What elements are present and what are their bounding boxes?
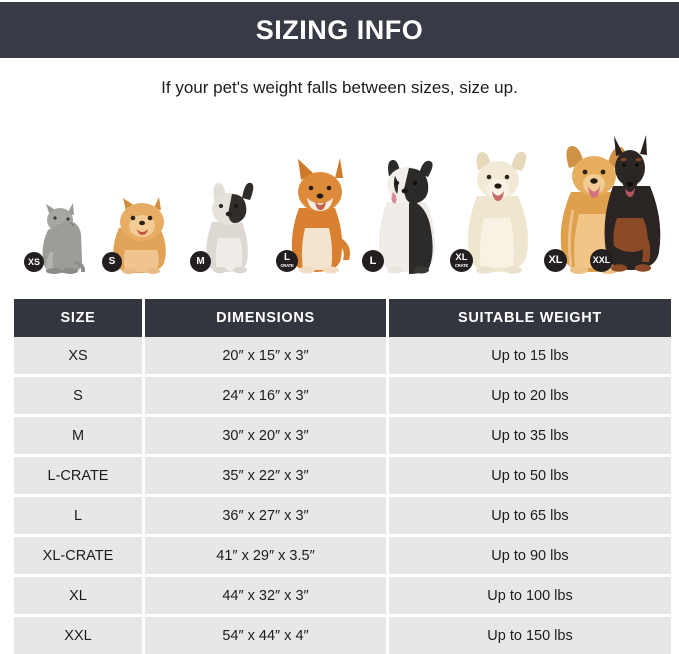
size-illustration-m: M [190,178,270,274]
size-illustration-l: L [362,152,454,274]
cell-size: S [14,377,145,417]
cell-size: L-CRATE [14,457,145,497]
cell-size: L [14,497,145,537]
badge-l-label: L [369,254,377,267]
badge-xxl-label: XXL [592,255,611,265]
badge-xl-crate-label: XL [455,252,468,264]
page-title: SIZING INFO [255,14,424,45]
dog-m-illustration [206,182,254,274]
table-row: XL 44″ x 32″ x 3″ Up to 100 lbs [14,577,671,617]
cell-weight: Up to 90 lbs [389,537,671,577]
dog-xxl-illustration [604,135,661,272]
dog-xl-crate-illustration [468,151,528,274]
badge-s-label: S [108,256,116,267]
cell-dimensions: 24″ x 16″ x 3″ [145,377,389,417]
cell-dimensions: 41″ x 29″ x 3.5″ [145,537,389,577]
badge-xl-crate-sublabel: CRATE [454,262,469,268]
cell-dimensions: 44″ x 32″ x 3″ [145,577,389,617]
cell-size: XXL [14,617,145,654]
cell-weight: Up to 65 lbs [389,497,671,537]
badge-xxl: XXL [590,249,613,272]
cell-weight: Up to 150 lbs [389,617,671,654]
dog-l-illustration [378,159,435,274]
cell-dimensions: 54″ x 44″ x 4″ [145,617,389,654]
cell-weight: Up to 35 lbs [389,417,671,457]
animal-illustration-row: XS [14,134,665,274]
table-row: L-CRATE 35″ x 22″ x 3″ Up to 50 lbs [14,457,671,497]
page-title-bar: SIZING INFO [0,2,679,58]
dog-s-illustration [113,197,166,274]
table-row: M 30″ x 20″ x 3″ Up to 35 lbs [14,417,671,457]
badge-l-crate: L CRATE [276,250,298,272]
badge-l: L [362,250,384,272]
sizing-note: If your pet's weight falls between sizes… [161,78,518,97]
cell-weight: Up to 50 lbs [389,457,671,497]
cell-weight: Up to 15 lbs [389,337,671,377]
badge-m: M [190,251,211,272]
cell-dimensions: 20″ x 15″ x 3″ [145,337,389,377]
table-row: XS 20″ x 15″ x 3″ Up to 15 lbs [14,337,671,377]
badge-xs: XS [24,252,44,272]
badge-s: S [102,252,122,272]
badge-l-crate-label: L [283,252,291,264]
badge-xs-label: XS [27,256,40,267]
cell-dimensions: 30″ x 20″ x 3″ [145,417,389,457]
size-illustration-l-crate: L CRATE [276,156,362,274]
sizing-table: SIZE DIMENSIONS SUITABLE WEIGHT XS 20″ x… [14,299,671,654]
cat-xs-illustration [42,203,86,274]
badge-xl-label: XL [548,254,563,266]
cell-weight: Up to 20 lbs [389,377,671,417]
cell-dimensions: 36″ x 27″ x 3″ [145,497,389,537]
dog-l-crate-illustration [291,158,350,274]
column-header-size: SIZE [14,299,145,337]
badge-m-label: M [196,255,205,267]
cell-size: XS [14,337,145,377]
sizing-table-body: XS 20″ x 15″ x 3″ Up to 15 lbs S 24″ x 1… [14,337,671,654]
cell-size: XL [14,577,145,617]
cell-size: XL-CRATE [14,537,145,577]
cell-weight: Up to 100 lbs [389,577,671,617]
badge-l-crate-sublabel: CRATE [280,263,294,269]
badge-xl: XL [544,249,567,272]
table-row: L 36″ x 27″ x 3″ Up to 65 lbs [14,497,671,537]
badge-xl-crate: XL CRATE [450,249,473,272]
size-illustration-xxl: XXL [590,134,668,274]
size-illustration-s: S [102,192,182,274]
table-row: S 24″ x 16″ x 3″ Up to 20 lbs [14,377,671,417]
cell-dimensions: 35″ x 22″ x 3″ [145,457,389,497]
table-header-row: SIZE DIMENSIONS SUITABLE WEIGHT [14,299,671,337]
cell-size: M [14,417,145,457]
column-header-dimensions: DIMENSIONS [145,299,389,337]
column-header-suitable-weight: SUITABLE WEIGHT [389,299,671,337]
size-illustration-xs: XS [24,200,92,274]
table-row: XXL 54″ x 44″ x 4″ Up to 150 lbs [14,617,671,654]
table-row: XL-CRATE 41″ x 29″ x 3.5″ Up to 90 lbs [14,537,671,577]
size-illustration-xl-crate: XL CRATE [450,144,546,274]
sizing-table-head: SIZE DIMENSIONS SUITABLE WEIGHT [14,299,671,337]
